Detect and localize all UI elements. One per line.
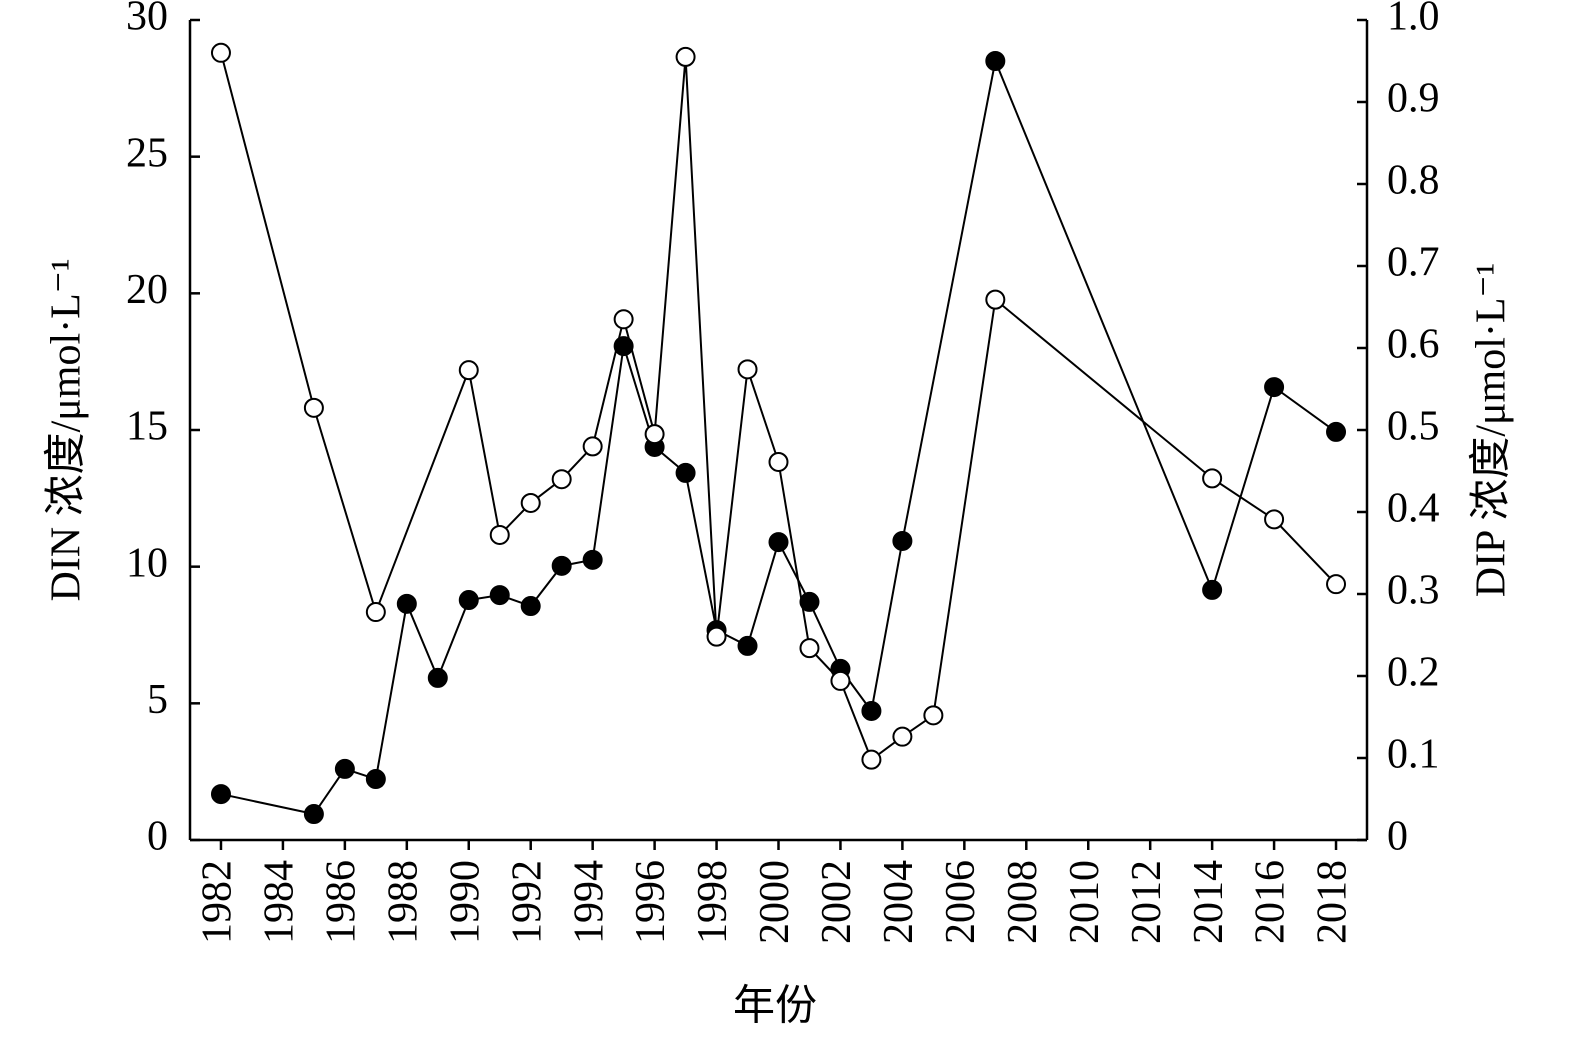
x-tick-label: 1984 [257,860,303,944]
data-point [861,749,882,770]
y2-tick-label: 0.8 [1387,158,1440,204]
data-point [675,462,696,483]
y2-tick-label: 0.2 [1387,650,1440,696]
data-point [1264,509,1285,530]
x-tick-label: 1992 [504,860,550,944]
data-point [396,593,417,614]
data-point [582,549,603,570]
data-point [365,602,386,623]
data-point [210,42,231,63]
x-tick-label: 2000 [752,860,798,944]
data-point [1202,468,1223,489]
x-tick-label: 2018 [1310,860,1356,944]
data-point [520,492,541,513]
y-tick-label: 15 [126,404,168,450]
data-point [458,590,479,611]
x-tick-label: 2014 [1186,860,1232,944]
data-point [210,784,231,805]
x-tick-label: 1988 [380,860,426,944]
data-point [489,524,510,545]
data-point [768,532,789,553]
data-point [551,555,572,576]
x-tick-label: 1996 [628,860,674,944]
data-point [799,591,820,612]
x-tick-label: 1986 [319,860,365,944]
y2-tick-label: 0.1 [1387,732,1440,778]
data-point [520,596,541,617]
data-point [489,585,510,606]
data-point [334,758,355,779]
data-point [892,530,913,551]
data-point [861,700,882,721]
x-tick-label: 2012 [1124,860,1170,944]
data-point [706,626,727,647]
data-point [1264,377,1285,398]
x-tick-label: 2002 [814,860,860,944]
y2-tick-label: 0 [1387,814,1408,860]
y2-axis-label: DIP 浓度/μmol·L⁻¹ [1469,263,1515,598]
y2-tick-label: 0.3 [1387,568,1440,614]
y-tick-label: 30 [126,0,168,40]
data-point [458,360,479,381]
x-tick-label: 2006 [938,860,984,944]
x-tick-label: 2008 [1000,860,1046,944]
data-point [1326,421,1347,442]
y2-tick-label: 0.5 [1387,404,1440,450]
data-point [830,670,851,691]
series-line [220,52,1337,762]
data-point [675,46,696,67]
data-point [737,359,758,380]
y-tick-label: 5 [147,677,168,723]
data-point [303,397,324,418]
data-point [365,769,386,790]
data-point [551,469,572,490]
data-point [737,635,758,656]
data-point [427,667,448,688]
y-tick-label: 20 [126,267,168,313]
x-tick-label: 1994 [566,860,612,944]
x-tick-label: 2004 [876,860,922,944]
series-line [220,57,1337,816]
data-point [582,436,603,457]
y2-tick-label: 0.6 [1387,322,1440,368]
y-tick-label: 25 [126,130,168,176]
data-point [303,804,324,825]
data-point [985,51,1006,71]
y2-tick-label: 0.7 [1387,240,1440,286]
data-point [1326,574,1347,595]
x-tick-label: 2010 [1062,860,1108,944]
x-tick-label: 1998 [690,860,736,944]
x-tick-label: 2016 [1248,860,1294,944]
data-point [799,638,820,659]
y2-tick-label: 1.0 [1387,0,1440,40]
y2-tick-label: 0.4 [1387,486,1440,532]
data-point [985,289,1006,310]
x-axis-label: 年份 [733,983,817,1030]
data-point [768,451,789,472]
y-tick-label: 0 [147,814,168,860]
x-tick-label: 1990 [442,860,488,944]
x-tick-label: 1982 [195,860,241,944]
y-tick-label: 10 [126,540,168,586]
data-point [644,424,665,445]
data-point [1202,579,1223,600]
data-point [892,726,913,747]
data-point [613,309,634,330]
y-axis-label: DIN 浓度/μmol·L⁻¹ [44,258,90,601]
data-point [923,705,944,726]
y2-tick-label: 0.9 [1387,76,1440,122]
